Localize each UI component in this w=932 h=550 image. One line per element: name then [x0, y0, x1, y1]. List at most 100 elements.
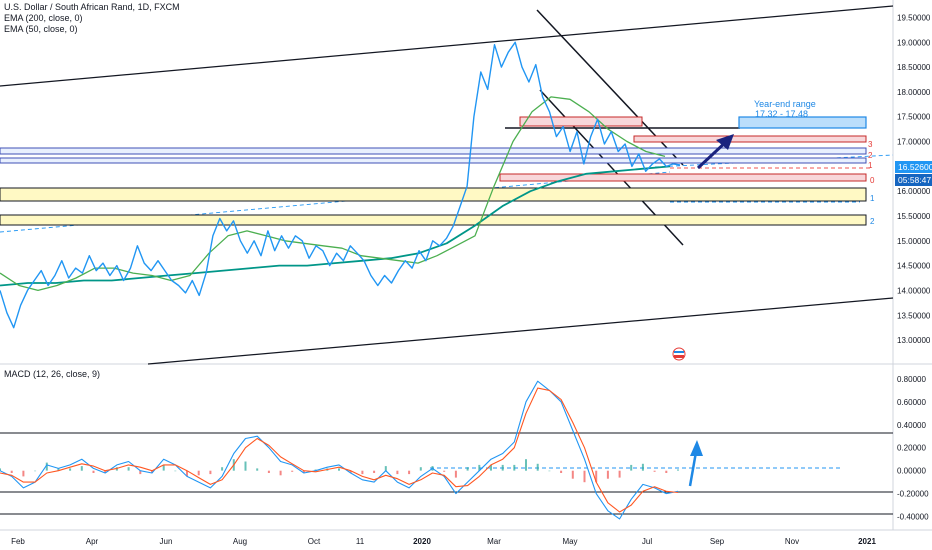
zones[interactable] — [0, 116, 867, 226]
ema200-legend[interactable]: EMA (200, close, 0) — [4, 13, 83, 23]
symbol-title[interactable]: U.S. Dollar / South African Rand, 1D, FX… — [4, 2, 180, 12]
fib-label-3: 3 — [868, 140, 873, 149]
price-axis-tick-label: 15.50000 — [897, 212, 931, 221]
bullish-arrow-icon[interactable] — [696, 134, 734, 170]
macd-axis-tick-label: 0.00000 — [897, 467, 926, 476]
histogram-bar — [10, 470, 13, 473]
time-axis-tick-label: Feb — [11, 537, 25, 546]
blue-zone-2 — [0, 157, 867, 164]
price-axis-tick-label: 16.00000 — [897, 187, 931, 196]
histogram-bar — [548, 470, 551, 472]
lower-trend-channel-line — [147, 297, 894, 365]
price-axis-tick-label: 14.50000 — [897, 262, 931, 271]
histogram-bar — [22, 470, 25, 477]
histogram-bar — [408, 470, 411, 475]
macd-axis-tick-label: 0.40000 — [897, 421, 926, 430]
histogram-bar — [536, 463, 539, 471]
histogram-bar — [501, 464, 504, 471]
histogram-bar — [291, 470, 294, 472]
ema200-layer — [0, 165, 671, 287]
drawings[interactable] — [0, 5, 894, 515]
histogram-bar — [606, 470, 609, 479]
macd-axis-tick-label: 0.80000 — [897, 375, 926, 384]
yellow-zone-upper — [0, 187, 867, 202]
histogram-bar — [419, 467, 422, 471]
upper-trend-channel-line — [0, 5, 894, 87]
svg-text:05:58:47: 05:58:47 — [898, 175, 931, 185]
price-axis-tick-label: 18.00000 — [897, 88, 931, 97]
histogram-bar — [92, 470, 95, 473]
red-zone-bottom — [499, 173, 867, 182]
macd-axis-tick-label: 0.60000 — [897, 398, 926, 407]
macd-axis-tick-label: -0.40000 — [897, 513, 929, 522]
macd-axis[interactable]: 0.80000 0.60000 0.40000 0.20000 0.00000 -0.20… — [897, 375, 929, 522]
fib-label-1-lower: 1 — [870, 194, 875, 203]
histogram-bar — [560, 470, 563, 473]
histogram-bar — [677, 469, 679, 471]
histogram-bar — [69, 468, 72, 471]
histogram-bar — [665, 470, 668, 473]
histogram-bar — [186, 470, 188, 477]
price-axis-tick-label: 17.00000 — [897, 138, 931, 147]
histogram-bar — [314, 469, 317, 471]
histogram-bar — [338, 468, 340, 471]
signal-series-line[interactable] — [0, 387, 679, 513]
histogram-bar — [104, 470, 107, 473]
histogram-bar — [127, 467, 130, 471]
time-axis-tick-label: Oct — [308, 537, 321, 546]
red-zone-top — [519, 116, 643, 127]
histogram-bar — [45, 462, 48, 471]
histogram-bar — [571, 470, 574, 479]
ema200-series-line[interactable] — [0, 165, 671, 287]
histogram-bar — [454, 470, 457, 478]
price-axis-tick-label: 13.50000 — [897, 311, 931, 320]
histogram-bar — [221, 467, 224, 471]
histogram-bar — [478, 464, 481, 471]
histogram-bar — [197, 470, 200, 476]
histogram-bar — [34, 470, 37, 472]
histogram-bar — [396, 470, 399, 475]
svg-text:16.52600: 16.52600 — [898, 162, 932, 172]
macd-legend[interactable]: MACD (12, 26, close, 9) — [4, 369, 101, 379]
price-axis-tick-label: 13.00000 — [897, 336, 931, 345]
time-axis-tick-label: May — [562, 537, 577, 546]
histogram-bar — [57, 468, 60, 471]
time-axis-tick-label: Mar — [487, 537, 501, 546]
histogram-bar — [618, 470, 621, 478]
price-axis-tick-label: 14.00000 — [897, 286, 931, 295]
macd-up-arrow-icon[interactable] — [688, 440, 703, 487]
red-zone-right — [633, 135, 867, 143]
dashed-guides — [0, 154, 894, 469]
time-axis[interactable]: Feb Apr Jun Aug Oct 11 2020 Mar May Jul Sep Nov 2021 — [11, 537, 876, 546]
price-axis-tick-label: 19.50000 — [897, 13, 931, 22]
current-price-badge: 16.52600 — [895, 161, 932, 173]
histogram-bar — [513, 464, 516, 471]
histogram-bar — [443, 470, 446, 472]
fib-label-2-lower: 2 — [870, 217, 875, 226]
histogram-bar — [595, 470, 598, 483]
histogram-bar — [583, 470, 586, 483]
histogram-bar — [0, 468, 1, 471]
price-series-line[interactable] — [0, 41, 681, 329]
histogram-bar — [174, 470, 177, 472]
ema50-layer — [0, 96, 666, 292]
macd-series-line[interactable] — [0, 380, 679, 520]
fib-label-2-upper: 2 — [868, 151, 873, 160]
time-axis-tick-label: Apr — [86, 537, 99, 546]
histogram-bar — [139, 470, 142, 475]
ema50-legend[interactable]: EMA (50, close, 0) — [4, 24, 78, 34]
price-axis-tick-label: 17.50000 — [897, 113, 931, 122]
time-axis-tick-label: Aug — [233, 537, 247, 546]
histogram-bar — [525, 459, 527, 471]
histogram-bar — [361, 470, 364, 475]
earnings-flag-icon[interactable] — [672, 347, 686, 361]
fib-label-1-upper: 1 — [868, 161, 873, 170]
ema50-series-line[interactable] — [0, 96, 666, 292]
histogram-bar — [466, 467, 469, 471]
year-end-range-title: Year-end range — [754, 99, 816, 109]
price-axis-tick-label: 19.00000 — [897, 38, 931, 47]
yellow-zone-lower — [0, 214, 867, 226]
time-axis-tick-label: Jun — [160, 537, 173, 546]
blue-zone-1 — [0, 147, 867, 155]
